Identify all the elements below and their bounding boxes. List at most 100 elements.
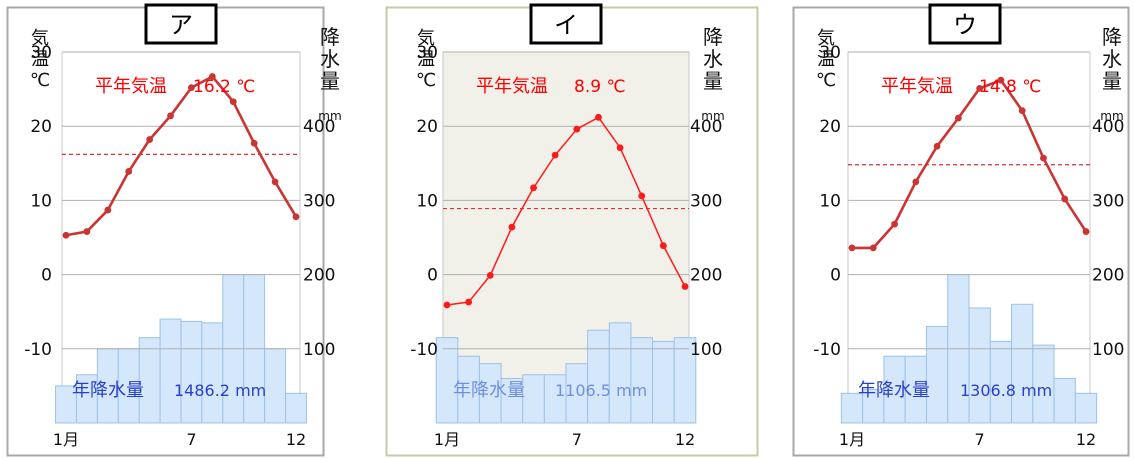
chart-label: イ <box>554 11 578 39</box>
temp-point <box>465 298 473 306</box>
precip-tick-label: 400 <box>1092 117 1124 137</box>
temp-tick-label: -10 <box>410 340 438 360</box>
temp-tick-label: 30 <box>819 43 841 63</box>
annual-precip-value: 1106.5 mm <box>555 381 647 400</box>
precip-axis-unit: mm <box>701 109 724 123</box>
temp-point <box>976 84 984 92</box>
precip-axis-unit: mm <box>1100 109 1123 123</box>
temp-point <box>681 283 689 290</box>
precip-bar <box>652 340 675 424</box>
precip-axis-title: 降 <box>320 25 340 49</box>
annual-temp-value: 16.2 ℃ <box>193 77 255 97</box>
month-tick-label: 7 <box>186 430 196 449</box>
precip-bar <box>522 374 545 424</box>
annual-precip-value: 1486.2 mm <box>174 381 266 400</box>
temp-axis-title: 温 <box>817 49 835 70</box>
month-tick-label: 7 <box>572 430 582 449</box>
temp-tick-label: -10 <box>24 340 52 360</box>
precip-tick-label: 100 <box>690 340 722 360</box>
annual-temp-label: 平年気温 <box>95 76 167 97</box>
temp-point <box>104 206 112 214</box>
precip-bar <box>201 322 224 424</box>
precip-bar <box>925 326 949 424</box>
annual-precip-label: 年降水量 <box>72 380 144 401</box>
temp-axis-title: 気 <box>817 28 835 49</box>
precip-tick-label: 300 <box>303 191 335 211</box>
temp-point <box>1061 195 1069 203</box>
chart-label: ア <box>169 11 193 39</box>
temp-point <box>1082 228 1090 235</box>
annual-temp-label: 平年気温 <box>881 76 953 97</box>
month-tick-label: 12 <box>675 430 695 449</box>
temp-point <box>271 178 279 186</box>
temp-point <box>848 244 856 252</box>
temp-point <box>638 192 646 200</box>
precip-tick-label: 300 <box>1092 191 1124 211</box>
temp-point <box>1040 154 1047 162</box>
temp-point <box>530 184 537 192</box>
temp-tick-label: 30 <box>30 43 52 63</box>
precip-bar <box>159 318 182 424</box>
precip-bar <box>285 392 307 424</box>
temp-line <box>446 116 686 306</box>
month-tick-label: 12 <box>1076 430 1096 449</box>
temp-tick-label: 20 <box>819 117 841 137</box>
temp-point <box>933 142 941 150</box>
temp-axis-title: ℃ <box>816 70 836 91</box>
temp-point <box>616 144 624 152</box>
precip-tick-label: 200 <box>303 266 335 286</box>
precip-tick-label: 100 <box>303 340 335 360</box>
temp-point <box>208 73 216 80</box>
precip-axis-title: 水 <box>320 47 340 71</box>
precip-axis-title: 量 <box>320 69 340 93</box>
annual-temp-value: 8.9 ℃ <box>574 77 626 97</box>
precip-tick-label: 400 <box>690 117 722 137</box>
precip-axis-title: 降 <box>1102 25 1122 49</box>
temp-line <box>65 74 298 237</box>
precip-axis-title: 水 <box>703 47 723 71</box>
temp-axis-title: ℃ <box>30 70 50 91</box>
month-tick-label: 1月 <box>53 430 79 449</box>
temp-point <box>146 136 154 143</box>
precip-axis-title: 水 <box>1102 47 1122 71</box>
temp-tick-label: 0 <box>427 266 438 286</box>
month-tick-label: 1月 <box>839 430 865 449</box>
precip-bar <box>673 337 697 424</box>
precip-axis-title: 量 <box>703 69 723 93</box>
temp-point <box>954 114 962 122</box>
temp-axis-title: 温 <box>417 49 435 70</box>
annual-precip-label: 年降水量 <box>858 380 930 401</box>
chart-label-box <box>144 3 218 45</box>
precip-tick-label: 300 <box>690 191 722 211</box>
temp-point <box>912 178 920 186</box>
temp-point <box>188 84 195 92</box>
month-tick-label: 1月 <box>434 430 460 449</box>
chart-label-box <box>529 3 603 45</box>
temp-tick-label: 20 <box>416 117 438 137</box>
temp-point <box>292 213 300 221</box>
precip-bar <box>180 320 203 424</box>
temp-point <box>997 76 1005 84</box>
temp-point <box>443 301 451 309</box>
month-tick-label: 12 <box>286 430 306 449</box>
temp-point <box>229 98 237 106</box>
chart-label: ウ <box>953 11 977 39</box>
temp-tick-label: 10 <box>819 191 841 211</box>
precip-axis-unit: mm <box>318 109 341 123</box>
precip-bar <box>1074 392 1098 424</box>
precip-axis-title: 量 <box>1102 69 1122 93</box>
precip-bar <box>1011 303 1034 424</box>
temp-point <box>551 151 559 159</box>
temp-tick-label: 0 <box>830 266 841 286</box>
annual-temp-value: 14.8 ℃ <box>979 77 1041 97</box>
temp-point <box>125 168 133 175</box>
temp-point <box>891 220 898 228</box>
annual-precip-value: 1306.8 mm <box>960 381 1052 400</box>
temp-tick-label: -10 <box>813 340 841 360</box>
temp-line <box>852 78 1088 250</box>
precip-tick-label: 400 <box>303 117 335 137</box>
temp-point <box>1018 107 1026 115</box>
